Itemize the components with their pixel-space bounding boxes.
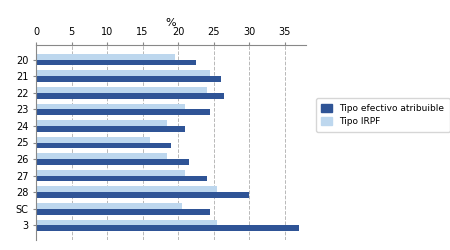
Bar [36, 203, 182, 209]
Bar [36, 87, 207, 93]
Bar [36, 54, 175, 60]
Bar [36, 225, 299, 231]
Bar [36, 126, 185, 132]
Bar [36, 186, 217, 192]
Bar [36, 159, 189, 165]
Bar [36, 220, 217, 225]
X-axis label: %: % [166, 18, 176, 28]
Bar [36, 142, 171, 148]
Legend: Tipo efectivo atribuible, Tipo IRPF: Tipo efectivo atribuible, Tipo IRPF [316, 98, 450, 132]
Bar [36, 109, 210, 115]
Bar [36, 120, 167, 126]
Bar [36, 209, 210, 214]
Bar [36, 104, 185, 109]
Bar [36, 60, 196, 66]
Bar [36, 176, 207, 182]
Bar [36, 137, 150, 142]
Bar [36, 70, 210, 76]
Bar [36, 170, 185, 176]
Bar [36, 76, 221, 82]
Bar [36, 93, 224, 98]
Bar [36, 192, 249, 198]
Bar [36, 153, 167, 159]
